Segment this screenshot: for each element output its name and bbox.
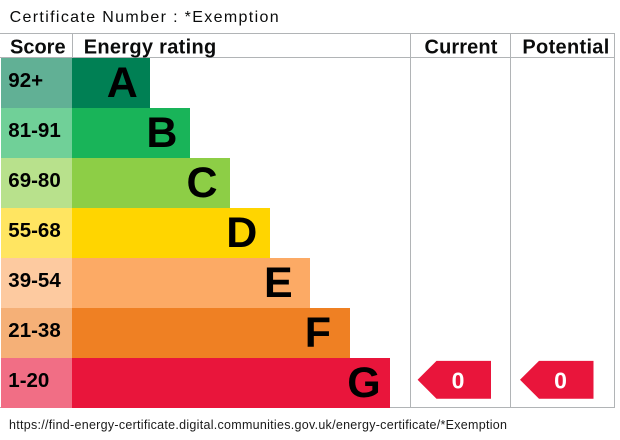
- svg-text:69-80: 69-80: [8, 169, 60, 192]
- svg-text:Energy rating: Energy rating: [84, 36, 217, 58]
- svg-text:55-68: 55-68: [8, 219, 60, 242]
- svg-text:0: 0: [554, 367, 567, 393]
- svg-text:B: B: [146, 109, 177, 157]
- svg-text:81-91: 81-91: [8, 119, 60, 142]
- svg-text:39-54: 39-54: [8, 269, 61, 292]
- svg-text:A: A: [107, 59, 138, 107]
- svg-text:21-38: 21-38: [8, 319, 60, 342]
- svg-text:C: C: [187, 159, 218, 207]
- svg-text:G: G: [347, 359, 380, 407]
- svg-text:Score: Score: [10, 36, 66, 58]
- svg-text:1-20: 1-20: [8, 369, 49, 392]
- svg-text:92+: 92+: [8, 69, 43, 92]
- svg-text:D: D: [226, 209, 257, 257]
- svg-text:Potential: Potential: [522, 36, 609, 58]
- svg-text:Current: Current: [425, 36, 498, 58]
- svg-text:F: F: [305, 309, 331, 357]
- svg-text:0: 0: [452, 367, 465, 393]
- svg-text:E: E: [264, 259, 293, 307]
